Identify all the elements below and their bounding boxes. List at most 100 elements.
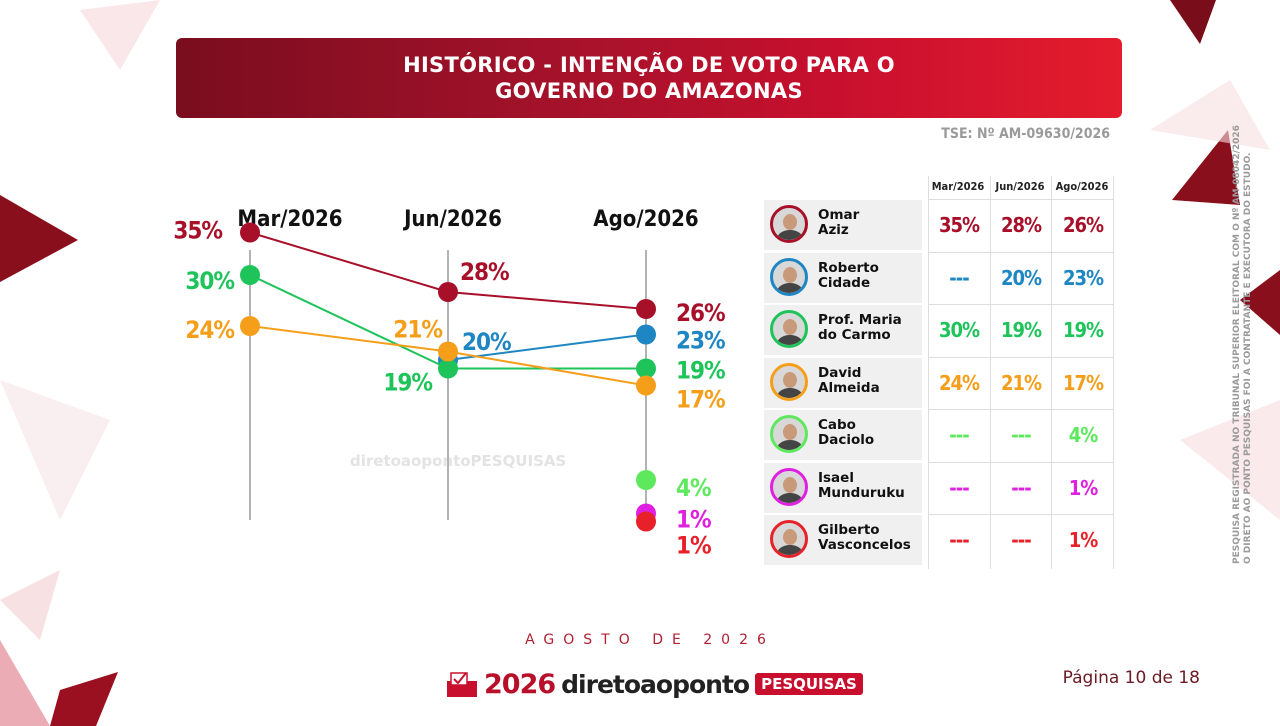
candidate-name: Prof. Maria do Carmo bbox=[818, 313, 902, 343]
candidate-row: Gilberto Vasconcelos bbox=[764, 515, 922, 565]
side-note-line-1: PESQUISA REGISTRADA NO TRIBUNAL SUPERIOR… bbox=[1232, 125, 1242, 564]
candidate-avatar bbox=[770, 415, 808, 453]
candidate-name: David Almeida bbox=[818, 364, 880, 396]
candidate-avatar bbox=[770, 520, 808, 558]
data-point bbox=[636, 299, 656, 319]
data-label: 20% bbox=[462, 328, 511, 356]
table-cell: 4% bbox=[1053, 410, 1113, 460]
candidate-name-line: Cidade bbox=[818, 274, 871, 291]
data-label: 30% bbox=[185, 267, 234, 295]
data-label: 19% bbox=[676, 357, 725, 385]
candidate-name: Isael Munduruku bbox=[818, 469, 905, 501]
candidate-name-line: Prof. Maria bbox=[818, 312, 902, 328]
candidate-name-line: do Carmo bbox=[818, 327, 891, 343]
data-label: 26% bbox=[676, 299, 725, 327]
brand-logo: 2026 diretoaoponto PESQUISAS bbox=[446, 666, 863, 702]
table-cell: 20% bbox=[991, 252, 1051, 303]
ballot-icon bbox=[446, 671, 478, 697]
table-gridline bbox=[989, 176, 991, 569]
title-line-1: HISTÓRICO - INTENÇÃO DE VOTO PARA O bbox=[403, 53, 895, 77]
data-point bbox=[636, 358, 656, 379]
data-point bbox=[636, 375, 656, 396]
data-point bbox=[438, 282, 458, 302]
candidate-name-line: Gilberto bbox=[818, 522, 880, 538]
data-point bbox=[240, 316, 260, 336]
candidate-name-line: Daciolo bbox=[818, 432, 875, 448]
data-label: 24% bbox=[185, 316, 234, 344]
candidate-name: Gilberto Vasconcelos bbox=[818, 523, 911, 553]
table-cell: --- bbox=[929, 410, 989, 460]
data-label: 17% bbox=[676, 386, 725, 414]
table-cell: 24% bbox=[929, 357, 989, 408]
table-cell: --- bbox=[991, 462, 1051, 513]
brand-year: 2026 bbox=[484, 668, 556, 700]
table-cell: --- bbox=[991, 515, 1051, 565]
table-cell: 35% bbox=[929, 200, 989, 250]
candidate-row: David Almeida bbox=[764, 357, 922, 408]
page-number: Página 10 de 18 bbox=[1062, 668, 1200, 688]
table-gridline bbox=[928, 199, 1113, 200]
side-note: PESQUISA REGISTRADA NO TRIBUNAL SUPERIOR… bbox=[1232, 124, 1254, 564]
candidate-avatar bbox=[770, 362, 808, 401]
candidate-name: Roberto Cidade bbox=[818, 259, 879, 291]
candidate-row: Omar Aziz bbox=[764, 200, 922, 250]
table-cell: --- bbox=[929, 515, 989, 565]
table-cell: 26% bbox=[1053, 200, 1113, 250]
candidate-name: Omar Aziz bbox=[818, 208, 859, 238]
table-cell: 21% bbox=[991, 357, 1051, 408]
data-point bbox=[636, 470, 656, 490]
candidate-row: Roberto Cidade bbox=[764, 252, 922, 303]
data-point bbox=[240, 222, 260, 243]
table-gridline bbox=[928, 409, 1113, 410]
table-column-header: Jun/2026 bbox=[995, 180, 1045, 193]
watermark: diretoaopontoPESQUISAS bbox=[350, 452, 567, 470]
table-gridline bbox=[928, 356, 1113, 358]
table-column-header: Mar/2026 bbox=[931, 180, 985, 193]
data-label: 28% bbox=[460, 258, 509, 286]
table-gridline bbox=[928, 304, 1113, 305]
candidate-avatar bbox=[770, 257, 808, 296]
table-gridline bbox=[928, 251, 1113, 253]
table-cell: 19% bbox=[991, 305, 1051, 355]
candidate-name-line: Vasconcelos bbox=[818, 537, 911, 553]
side-note-line-2: O DIRETO AO PONTO PESQUISAS FOI A CONTRA… bbox=[1243, 152, 1253, 564]
data-label: 23% bbox=[676, 327, 725, 355]
table-cell: 28% bbox=[991, 200, 1051, 250]
data-point bbox=[438, 341, 458, 362]
title-line-2: GOVERNO DO AMAZONAS bbox=[495, 79, 803, 103]
brand-name: diretoaoponto bbox=[561, 669, 750, 699]
candidate-name-line: Isael bbox=[818, 469, 854, 486]
candidate-name-line: Omar bbox=[818, 207, 860, 223]
candidate-name-line: Roberto bbox=[818, 259, 879, 276]
table-gridline bbox=[1112, 176, 1114, 569]
table-gridline bbox=[928, 461, 1113, 463]
table-cell: 30% bbox=[929, 305, 989, 355]
table-gridline bbox=[928, 176, 929, 569]
footer-month: AGOSTO DE 2026 bbox=[525, 632, 775, 648]
table-cell: 17% bbox=[1053, 357, 1113, 408]
candidate-name-line: David bbox=[818, 364, 862, 381]
candidate-avatar bbox=[770, 205, 808, 243]
data-label: 21% bbox=[393, 316, 442, 344]
candidate-name-line: Aziz bbox=[818, 222, 849, 238]
data-label: 4% bbox=[676, 474, 711, 502]
candidate-avatar bbox=[770, 467, 808, 506]
candidate-avatar bbox=[770, 310, 808, 348]
category-label: Ago/2026 bbox=[593, 207, 698, 232]
table-cell: --- bbox=[991, 410, 1051, 460]
category-label: Jun/2026 bbox=[402, 207, 502, 232]
table-cell: 1% bbox=[1053, 515, 1113, 565]
data-label: 35% bbox=[173, 217, 222, 245]
data-point bbox=[240, 265, 260, 285]
table-column-header: Ago/2026 bbox=[1055, 180, 1109, 193]
tse-registration: TSE: Nº AM-09630/2026 bbox=[941, 126, 1110, 142]
candidate-name-line: Munduruku bbox=[818, 484, 905, 501]
candidate-name-line: Almeida bbox=[818, 379, 880, 396]
candidate-row: Isael Munduruku bbox=[764, 462, 922, 513]
data-point bbox=[636, 324, 656, 345]
series-line bbox=[447, 333, 647, 361]
candidate-row: Cabo Daciolo bbox=[764, 410, 922, 460]
table-gridline bbox=[1051, 176, 1052, 569]
